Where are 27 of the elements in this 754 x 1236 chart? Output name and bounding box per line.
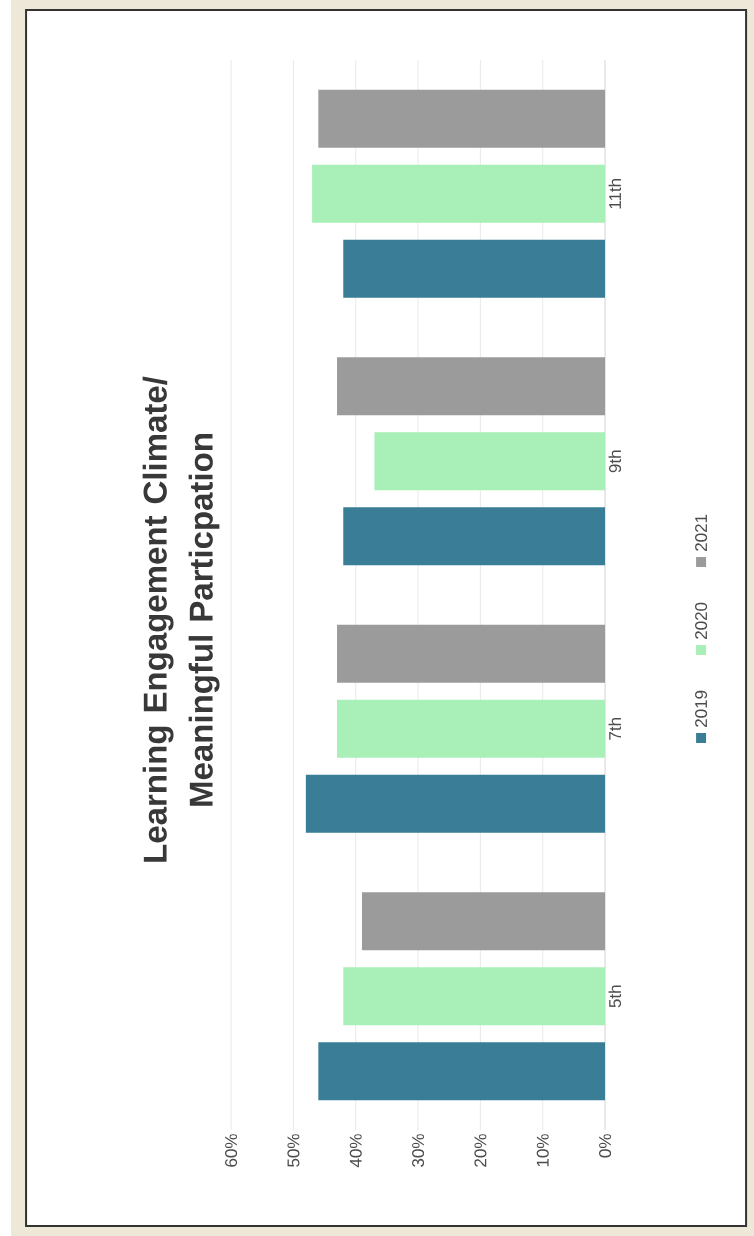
text: 2020	[695, 602, 708, 639]
text: Learning Engagement Climate/ Meaningful Particpation	[142, 376, 220, 862]
bar	[318, 89, 606, 148]
x-tick-label: 0%	[599, 1134, 612, 1158]
x-tick-label: 40%	[349, 1134, 362, 1168]
x-tick-label: 20%	[474, 1134, 487, 1167]
bar	[374, 432, 606, 491]
bar	[337, 624, 606, 683]
bar	[337, 699, 606, 758]
y-tick-label: 9th	[608, 450, 622, 473]
x-tick-label: 10%	[536, 1134, 549, 1167]
bar	[337, 357, 606, 416]
y-tick-label: 5th	[608, 985, 622, 1008]
bar	[361, 892, 606, 951]
y-tick-label: 11th	[608, 178, 622, 209]
bar	[318, 1042, 606, 1101]
bar	[305, 774, 606, 833]
bar	[343, 967, 606, 1026]
text: 2019	[695, 690, 708, 727]
x-tick-label: 30%	[412, 1134, 425, 1167]
x-tick-label: 60%	[225, 1134, 238, 1167]
x-tick-label: 50%	[287, 1134, 300, 1167]
bar	[343, 507, 606, 566]
y-tick-label: 7th	[608, 718, 622, 740]
text: 2021	[695, 514, 708, 551]
bar	[343, 239, 606, 298]
bar	[312, 164, 606, 223]
